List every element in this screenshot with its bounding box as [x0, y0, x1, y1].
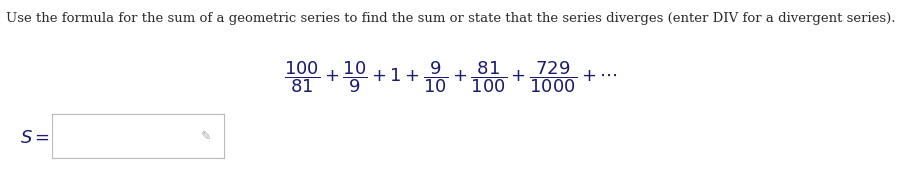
Text: Use the formula for the sum of a geometric series to find the sum or state that : Use the formula for the sum of a geometr… — [6, 12, 896, 25]
Text: $S =$: $S =$ — [20, 129, 50, 147]
Text: ✎: ✎ — [201, 129, 212, 142]
Text: $\dfrac{100}{81} + \dfrac{10}{9} + 1 + \dfrac{9}{10} + \dfrac{81}{100} + \dfrac{: $\dfrac{100}{81} + \dfrac{10}{9} + 1 + \… — [284, 60, 618, 95]
